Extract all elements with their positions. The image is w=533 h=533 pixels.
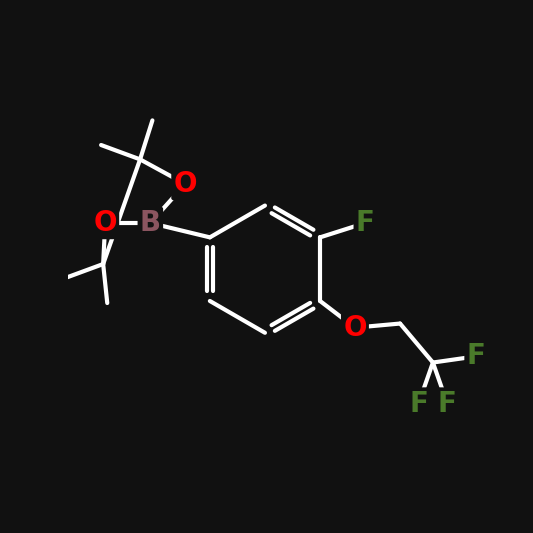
Text: O: O: [173, 170, 197, 198]
Text: F: F: [438, 390, 457, 417]
Text: F: F: [466, 342, 486, 370]
Text: O: O: [343, 313, 367, 342]
Text: F: F: [409, 390, 428, 417]
Text: B: B: [140, 209, 161, 237]
Text: F: F: [356, 209, 375, 237]
Text: O: O: [93, 209, 117, 237]
